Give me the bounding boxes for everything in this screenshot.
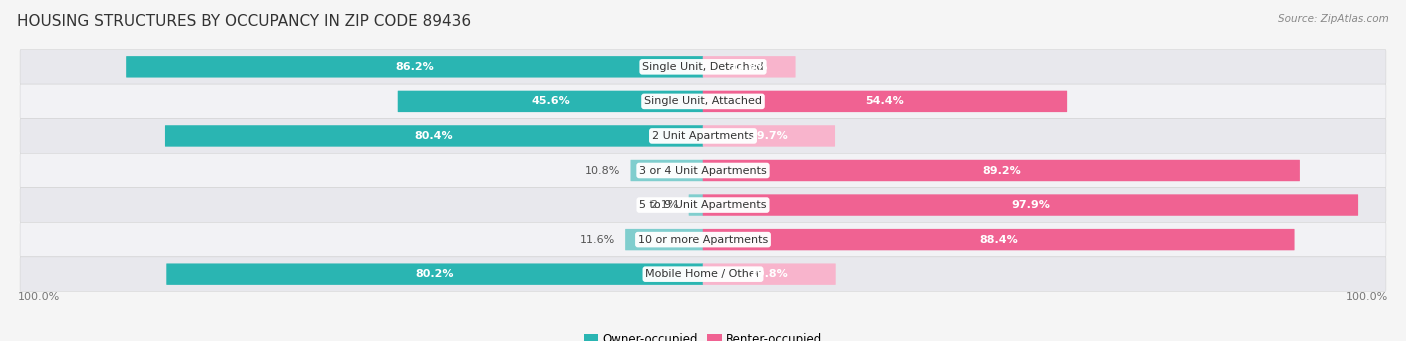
Text: 86.2%: 86.2% xyxy=(395,62,434,72)
Legend: Owner-occupied, Renter-occupied: Owner-occupied, Renter-occupied xyxy=(579,329,827,341)
FancyBboxPatch shape xyxy=(703,91,1067,112)
Text: 100.0%: 100.0% xyxy=(18,292,60,302)
Text: 19.7%: 19.7% xyxy=(749,131,789,141)
Text: 10.8%: 10.8% xyxy=(585,165,620,176)
FancyBboxPatch shape xyxy=(703,194,1358,216)
Text: 80.4%: 80.4% xyxy=(415,131,453,141)
Text: 80.2%: 80.2% xyxy=(416,269,454,279)
FancyBboxPatch shape xyxy=(703,56,796,77)
FancyBboxPatch shape xyxy=(20,222,1386,257)
Text: 89.2%: 89.2% xyxy=(981,165,1021,176)
FancyBboxPatch shape xyxy=(398,91,703,112)
FancyBboxPatch shape xyxy=(127,56,703,77)
Text: 19.8%: 19.8% xyxy=(749,269,789,279)
Text: 97.9%: 97.9% xyxy=(1011,200,1050,210)
Text: 11.6%: 11.6% xyxy=(579,235,614,244)
Text: Mobile Home / Other: Mobile Home / Other xyxy=(645,269,761,279)
Text: Single Unit, Detached: Single Unit, Detached xyxy=(643,62,763,72)
Text: 13.8%: 13.8% xyxy=(730,62,769,72)
Text: HOUSING STRUCTURES BY OCCUPANCY IN ZIP CODE 89436: HOUSING STRUCTURES BY OCCUPANCY IN ZIP C… xyxy=(17,14,471,29)
FancyBboxPatch shape xyxy=(20,119,1386,153)
Text: 3 or 4 Unit Apartments: 3 or 4 Unit Apartments xyxy=(640,165,766,176)
Text: Source: ZipAtlas.com: Source: ZipAtlas.com xyxy=(1278,14,1389,24)
Text: 5 to 9 Unit Apartments: 5 to 9 Unit Apartments xyxy=(640,200,766,210)
Text: 10 or more Apartments: 10 or more Apartments xyxy=(638,235,768,244)
FancyBboxPatch shape xyxy=(703,264,835,285)
Text: 54.4%: 54.4% xyxy=(866,97,904,106)
FancyBboxPatch shape xyxy=(165,125,703,147)
Text: 45.6%: 45.6% xyxy=(531,97,569,106)
FancyBboxPatch shape xyxy=(626,229,703,250)
Text: 100.0%: 100.0% xyxy=(1346,292,1388,302)
FancyBboxPatch shape xyxy=(166,264,703,285)
FancyBboxPatch shape xyxy=(630,160,703,181)
Text: 88.4%: 88.4% xyxy=(979,235,1018,244)
FancyBboxPatch shape xyxy=(703,229,1295,250)
FancyBboxPatch shape xyxy=(703,160,1301,181)
FancyBboxPatch shape xyxy=(20,257,1386,292)
Text: Single Unit, Attached: Single Unit, Attached xyxy=(644,97,762,106)
FancyBboxPatch shape xyxy=(20,84,1386,119)
FancyBboxPatch shape xyxy=(689,194,703,216)
FancyBboxPatch shape xyxy=(20,49,1386,84)
FancyBboxPatch shape xyxy=(703,125,835,147)
FancyBboxPatch shape xyxy=(20,188,1386,222)
Text: 2 Unit Apartments: 2 Unit Apartments xyxy=(652,131,754,141)
FancyBboxPatch shape xyxy=(20,153,1386,188)
Text: 2.1%: 2.1% xyxy=(650,200,678,210)
